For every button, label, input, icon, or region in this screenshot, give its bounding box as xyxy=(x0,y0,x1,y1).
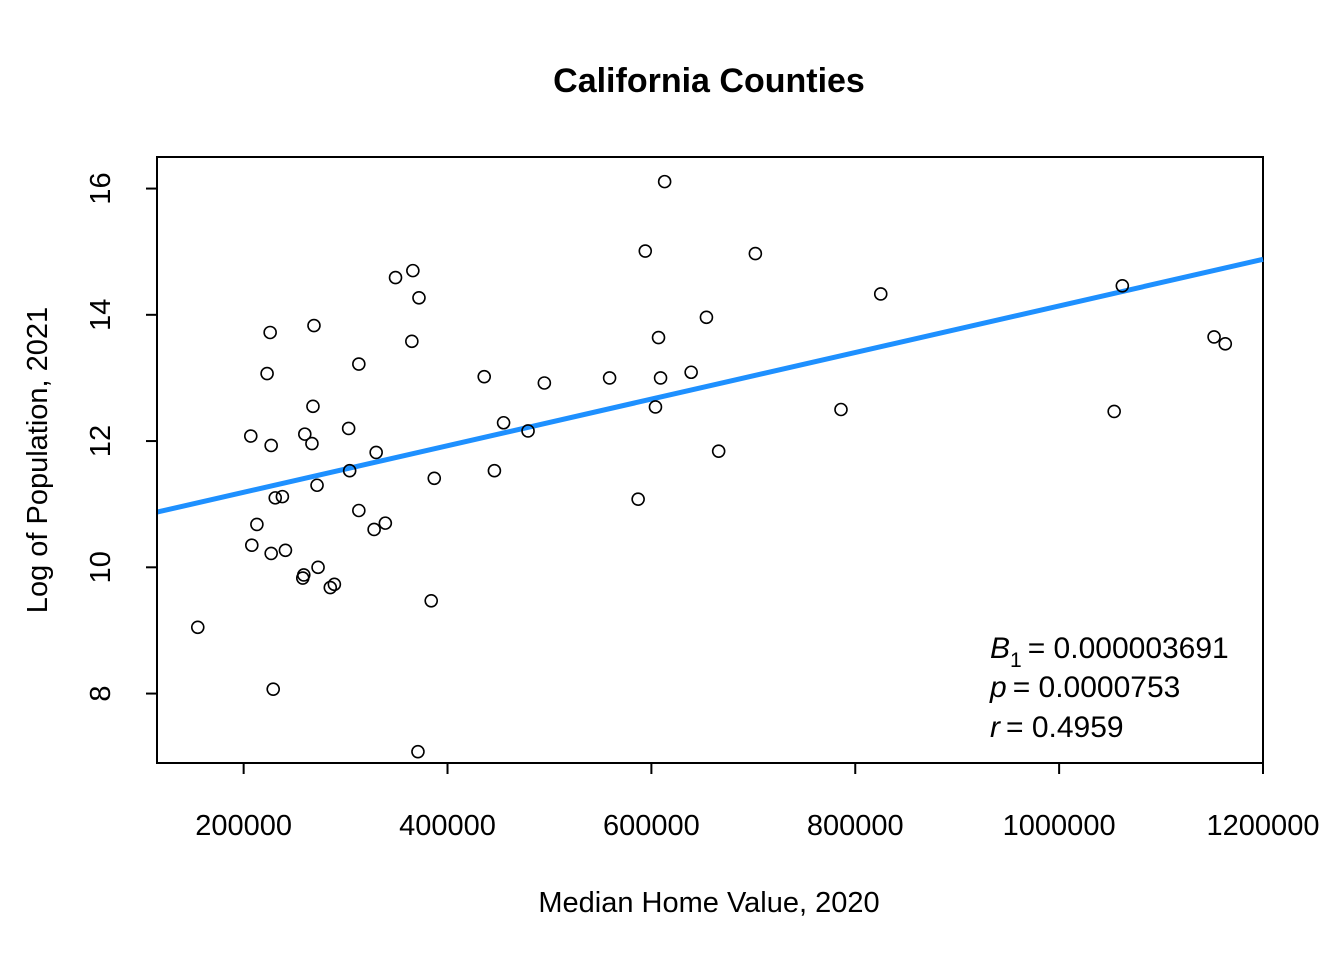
data-point xyxy=(296,568,311,582)
data-point xyxy=(405,334,419,349)
data-point xyxy=(648,400,663,414)
data-point xyxy=(341,421,356,436)
b-symbol: B xyxy=(990,632,1010,665)
data-point xyxy=(260,366,274,381)
data-point xyxy=(306,399,320,414)
data-point xyxy=(412,290,426,305)
data-point xyxy=(1107,404,1121,419)
data-point xyxy=(266,682,281,696)
x-tick-label: 800000 xyxy=(807,810,904,842)
chart-title: California Counties xyxy=(553,62,865,100)
y-tick-label: 10 xyxy=(85,551,117,583)
data-point xyxy=(602,371,617,385)
data-point xyxy=(699,310,714,325)
data-point xyxy=(477,369,492,384)
y-axis-label: Log of Population, 2021 xyxy=(22,307,54,613)
data-point xyxy=(496,415,511,430)
data-point xyxy=(487,463,502,478)
x-axis-label: Median Home Value, 2020 xyxy=(538,887,879,919)
data-point xyxy=(406,263,420,278)
data-point xyxy=(263,325,277,340)
data-point xyxy=(342,463,357,478)
b-subscript: 1 xyxy=(1010,649,1022,672)
data-point xyxy=(275,489,290,504)
data-point xyxy=(424,593,439,608)
r-value: = 0.4959 xyxy=(1006,711,1124,744)
data-point xyxy=(190,620,205,635)
data-point xyxy=(427,471,442,486)
annotation-b1: B1 = 0.000003691 xyxy=(990,632,1229,672)
data-point xyxy=(243,429,258,443)
x-tick-label: 600000 xyxy=(603,810,700,842)
p-symbol: p xyxy=(989,671,1007,704)
b-value: = 0.000003691 xyxy=(1028,632,1229,665)
data-point xyxy=(369,445,383,460)
data-point xyxy=(873,287,888,301)
data-point xyxy=(307,318,321,333)
data-point xyxy=(1207,330,1221,344)
data-point xyxy=(323,580,338,595)
data-point xyxy=(537,376,552,390)
data-point xyxy=(250,517,264,532)
y-tick-label: 8 xyxy=(85,685,117,701)
data-point xyxy=(411,744,425,759)
data-point xyxy=(638,244,653,258)
stats-annotation: B1 = 0.000003691 p = 0.0000753 r = 0.4959 xyxy=(989,632,1229,744)
x-tick-label: 200000 xyxy=(195,810,292,842)
data-point xyxy=(651,330,666,345)
data-point xyxy=(748,246,763,261)
data-point xyxy=(311,560,325,575)
y-tick-label: 16 xyxy=(85,172,117,204)
data-point xyxy=(352,503,366,518)
data-point xyxy=(684,365,698,380)
data-point xyxy=(298,427,312,441)
data-point xyxy=(327,577,342,592)
data-point xyxy=(268,491,283,505)
annotation-p: p = 0.0000753 xyxy=(989,671,1180,704)
data-point xyxy=(352,357,366,371)
y-tick-label: 14 xyxy=(85,299,117,331)
annotation-r: r = 0.4959 xyxy=(990,711,1124,744)
r-symbol: r xyxy=(990,711,1001,744)
data-point xyxy=(1218,337,1233,351)
data-point xyxy=(521,424,535,438)
data-point xyxy=(305,436,319,451)
data-point xyxy=(631,492,645,506)
x-tick-label: 1200000 xyxy=(1207,810,1320,842)
data-point xyxy=(278,543,293,558)
data-point xyxy=(264,438,278,453)
regression-line xyxy=(156,256,1264,515)
data-point xyxy=(657,174,672,189)
p-value: = 0.0000753 xyxy=(1013,671,1181,704)
data-point xyxy=(834,402,848,417)
data-point xyxy=(653,371,668,385)
x-tick-label: 400000 xyxy=(399,810,496,842)
data-point xyxy=(245,538,259,553)
data-point xyxy=(1115,278,1130,293)
data-point xyxy=(378,516,393,530)
y-tick-label: 12 xyxy=(85,425,117,457)
data-point xyxy=(264,546,278,561)
data-point xyxy=(711,444,726,458)
data-point xyxy=(388,270,403,285)
x-tick-label: 1000000 xyxy=(1003,810,1116,842)
data-point xyxy=(310,478,324,493)
data-point xyxy=(367,522,381,537)
